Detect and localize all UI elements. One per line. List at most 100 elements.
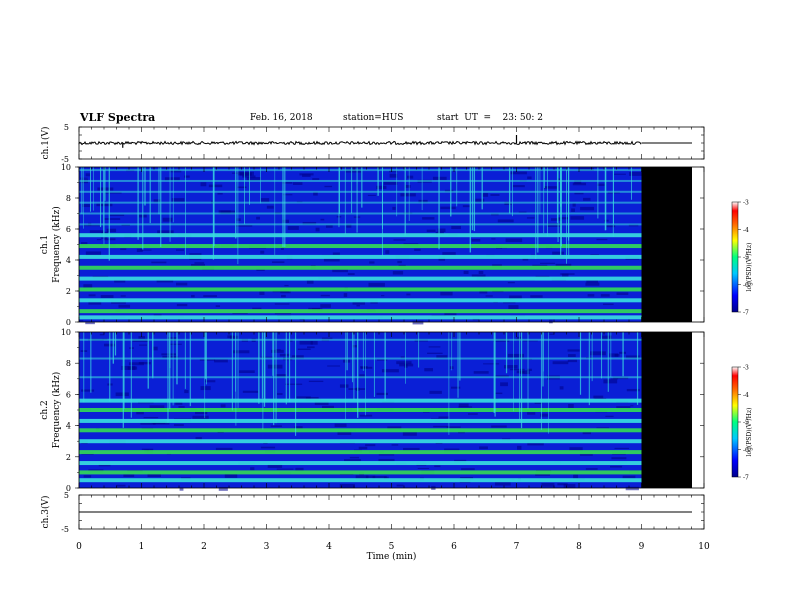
noise-patch [614, 353, 620, 357]
y-tick-label: 0 [66, 484, 71, 493]
noise-patch [475, 198, 485, 203]
noise-patch [282, 181, 293, 184]
noise-patch [358, 446, 368, 450]
chart-title: VLF Spectra [80, 111, 156, 124]
noise-patch [356, 304, 360, 307]
noise-patch [282, 219, 290, 223]
noise-patch [587, 294, 595, 297]
spectral-band [79, 298, 642, 303]
noise-patch [307, 346, 315, 349]
noise-patch [169, 343, 182, 345]
noise-patch [368, 282, 385, 287]
ch2-spectrogram-channel-label: ch.2 [40, 400, 50, 419]
noise-patch [334, 423, 347, 428]
noise-patch [312, 178, 320, 181]
colorbar-tick-label: -6 [743, 282, 749, 289]
colorbar-tick-label: -6 [743, 447, 749, 454]
noise-patch [138, 361, 151, 365]
noise-patch [593, 395, 604, 399]
noise-patch [424, 368, 433, 372]
noise-patch [629, 171, 643, 176]
spectral-band [79, 428, 642, 433]
noise-patch [115, 392, 129, 397]
noise-patch [267, 364, 283, 369]
noise-patch [151, 261, 167, 264]
noise-patch [204, 380, 216, 383]
noise-patch [136, 411, 144, 415]
noise-patch [602, 303, 614, 306]
noise-patch [252, 307, 262, 310]
noise-patch [164, 177, 180, 181]
colorbar-tick-label: -3 [743, 200, 749, 207]
noise-patch [295, 467, 304, 471]
spectral-band [79, 338, 642, 341]
noise-patch [199, 359, 216, 361]
noise-patch [195, 411, 208, 415]
noise-patch [381, 369, 399, 373]
noise-patch [552, 251, 564, 255]
noise-patch [313, 191, 318, 196]
noise-patch [83, 475, 92, 478]
x-tick-label: 8 [576, 542, 582, 552]
noise-patch [359, 414, 373, 417]
noise-patch [557, 217, 569, 220]
noise-patch [572, 203, 576, 207]
noise-patch [437, 228, 446, 233]
noise-patch [510, 171, 527, 175]
x-tick-label: 0 [76, 542, 82, 552]
x-tick-label: 9 [639, 542, 645, 552]
x-tick-label: 5 [389, 542, 395, 552]
noise-patch [471, 274, 486, 278]
noise-patch [616, 406, 631, 409]
noise-patch [540, 413, 549, 417]
noise-patch [169, 169, 182, 173]
noise-patch [580, 206, 595, 211]
noise-patch [143, 416, 159, 419]
colorbar-tick-label: -7 [743, 310, 749, 317]
noise-patch [259, 291, 265, 295]
noise-patch [432, 176, 447, 181]
noise-patch [507, 281, 515, 284]
noise-patch [597, 183, 605, 186]
spectral-band [79, 450, 642, 455]
noise-patch [503, 302, 516, 304]
noise-patch [294, 426, 303, 430]
noise-patch [570, 216, 585, 220]
ch1-spectrogram-colorbar [731, 201, 739, 313]
noise-patch [279, 353, 291, 357]
noise-patch [276, 393, 283, 395]
noise-patch [157, 230, 174, 234]
noise-patch [383, 181, 398, 185]
noise-patch [297, 348, 311, 350]
noise-patch [296, 396, 311, 399]
noise-patch [518, 211, 527, 213]
noise-patch [114, 279, 126, 283]
x-axis-label: Time (min) [367, 551, 417, 562]
noise-patch [365, 444, 376, 447]
noise-patch [343, 293, 348, 297]
noise-patch [237, 171, 254, 176]
y-tick-label: 8 [66, 194, 71, 203]
noise-patch [195, 437, 202, 441]
noise-patch [224, 474, 238, 478]
noise-patch [614, 173, 626, 175]
noise-patch [605, 415, 614, 417]
noise-patch [567, 359, 578, 363]
noise-patch [315, 227, 320, 232]
noise-patch [153, 199, 161, 203]
noise-patch [232, 312, 248, 314]
noise-patch [308, 307, 321, 311]
noise-patch [585, 282, 600, 286]
spectral-band [79, 179, 642, 182]
noise-patch [500, 382, 508, 387]
noise-patch [458, 406, 473, 408]
noise-patch [569, 447, 583, 452]
x-tick-label: 1 [139, 542, 145, 552]
noise-patch [557, 483, 568, 486]
spectral-band [79, 315, 642, 320]
noise-patch [332, 268, 348, 273]
noise-patch [590, 351, 606, 356]
x-tick-label: 4 [326, 542, 332, 552]
noise-patch [422, 217, 435, 220]
noise-patch [461, 468, 475, 471]
